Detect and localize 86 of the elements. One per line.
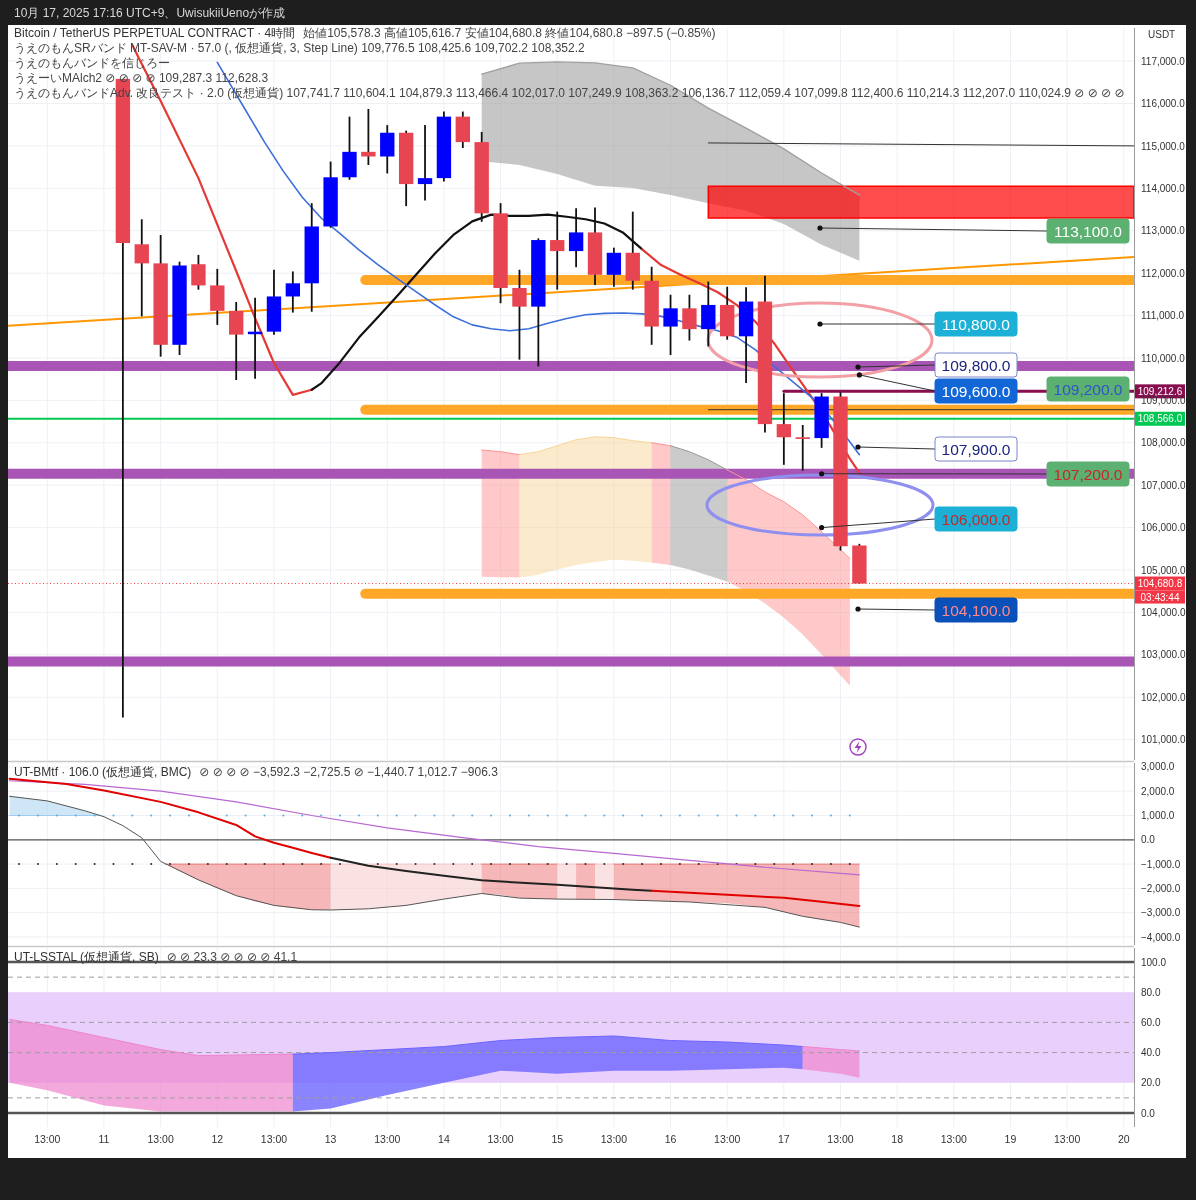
y-tick-label: 100.0 — [1141, 956, 1167, 968]
y-tick-label: 114,000.0 — [1141, 182, 1186, 194]
y-tick-label: 0.0 — [1141, 1107, 1156, 1119]
annotation: 107,900.0 — [941, 440, 1011, 458]
y-tick-label: 101,000.0 — [1141, 734, 1186, 746]
y-tick-label: 0.0 — [1141, 834, 1156, 846]
x-tick-label: 15 — [551, 1133, 564, 1145]
y-tick-label: −2,000.0 — [1141, 882, 1181, 894]
x-tick-label: 11 — [98, 1133, 110, 1145]
chart-title: UT-LSSTAL (仮想通貨, SB) — [14, 950, 159, 964]
y-tick-label: 3,000.0 — [1141, 761, 1175, 773]
line-series — [670, 445, 728, 471]
line-series — [292, 1035, 804, 1055]
y-tick-label: 117,000.0 — [1141, 55, 1186, 67]
y-tick-label: 105,000.0 — [1141, 564, 1186, 576]
line-series — [518, 436, 653, 456]
y-tick-label: 40.0 — [1141, 1047, 1161, 1059]
text: 10月 17, 2025 17:16 UTC+9、UwisukiiUenoが作成 — [14, 6, 286, 20]
y-tick-label: −1,000.0 — [1141, 858, 1181, 870]
x-tick-label: 16 — [664, 1133, 677, 1145]
price-note: 107,900.0 — [855, 436, 1018, 462]
line-series — [329, 856, 653, 892]
line-series — [8, 780, 860, 876]
y-tick-label: 116,000.0 — [1141, 98, 1186, 110]
line-series — [310, 213, 644, 391]
price-note: 109,800.0 — [855, 352, 1018, 378]
x-tick-label: 13:00 — [1053, 1133, 1081, 1145]
y-tick-label: 113,000.0 — [1141, 225, 1186, 237]
x-tick-label: 13:00 — [34, 1133, 61, 1145]
price-note: 109,200.0 — [1046, 376, 1130, 402]
annotation: 107,200.0 — [1053, 465, 1123, 483]
annotation: 110,800.0 — [942, 315, 1011, 333]
line-series — [650, 889, 861, 908]
x-tick-label: 13:00 — [827, 1133, 854, 1145]
y-tick-label: 107,000.0 — [1141, 479, 1186, 491]
y-tick-label: 115,000.0 — [1141, 140, 1186, 152]
y-tick-label: 60.0 — [1141, 1017, 1161, 1029]
y-tick-label: 80.0 — [1141, 986, 1161, 998]
x-tick-label: 12 — [211, 1133, 224, 1145]
annotation: 113,100.0 — [1054, 222, 1123, 240]
x-tick-label: 13:00 — [374, 1133, 401, 1145]
y-tick-label: 112,000.0 — [1141, 267, 1186, 279]
chart-title: UT-BMtf · 106.0 (仮想通貨, BMC) — [14, 765, 192, 779]
x-tick-label: 13:00 — [600, 1133, 628, 1145]
y-tick-label: 110,000.0 — [1141, 352, 1186, 364]
annotation: 109,200.0 — [1053, 380, 1123, 398]
x-tick-label: 13 — [324, 1133, 337, 1145]
price-note: 106,000.0 — [819, 506, 1018, 532]
x-tick-label: 13:00 — [940, 1133, 968, 1145]
annotation: 104,100.0 — [941, 601, 1011, 619]
y-tick-label: 106,000.0 — [1141, 522, 1186, 534]
x-tick-label: 19 — [1004, 1133, 1017, 1145]
x-tick-label: 13:00 — [260, 1133, 288, 1145]
x-tick-label: 14 — [438, 1133, 450, 1145]
x-tick-label: 13:00 — [487, 1133, 514, 1145]
line-series — [726, 469, 851, 560]
annotation: 106,000.0 — [941, 510, 1011, 528]
y-tick-label: 103,000.0 — [1141, 649, 1186, 661]
y-axis-title: USDT — [1148, 29, 1176, 40]
y-tick-label: 111,000.0 — [1141, 310, 1185, 322]
line-series — [8, 777, 332, 859]
annotation: ⊘ ⊘ ⊘ ⊘ −3,592.3 −2,725.5 ⊘ −1,440.7 1,012.7 −906.3 — [199, 765, 499, 779]
y-tick-label: 104,000.0 — [1141, 607, 1186, 619]
price-note: 109,600.0 — [856, 372, 1018, 404]
y-tick-label: 2,000.0 — [1141, 785, 1175, 797]
x-tick-label: 13:00 — [714, 1133, 741, 1145]
x-tick-label: 13:00 — [147, 1133, 174, 1145]
price-note: 107,200.0 — [819, 461, 1130, 487]
y-tick-label: 1,000.0 — [1141, 810, 1175, 822]
y-tick-label: −3,000.0 — [1141, 907, 1181, 919]
y-tick-label: 20.0 — [1141, 1077, 1161, 1089]
line-series — [9, 1018, 294, 1057]
annotation: 109,600.0 — [941, 382, 1011, 400]
price-note: 104,100.0 — [855, 597, 1018, 623]
annotation: 109,800.0 — [941, 356, 1011, 374]
x-tick-label: 18 — [891, 1133, 904, 1145]
y-tick-label: 102,000.0 — [1141, 691, 1186, 703]
x-tick-label: 17 — [778, 1133, 790, 1145]
x-tick-label: 20 — [1117, 1133, 1130, 1145]
price-note: 110,800.0 — [817, 311, 1018, 337]
annotation: 始値105,578.3 高値105,616.7 安値104,680.8 終値104,680.8 −897.5 (−0.85%) — [303, 26, 716, 40]
y-tick-label: 108,000.0 — [1141, 437, 1186, 449]
annotation: ⊘ ⊘ 23.3 ⊘ ⊘ ⊘ ⊘ 41.1 — [166, 950, 298, 964]
y-tick-label: −4,000.0 — [1141, 931, 1181, 943]
chart-title: Bitcoin / TetherUS PERPETUAL CONTRACT · 4時間 — [14, 26, 296, 40]
price-note: 113,100.0 — [817, 218, 1130, 244]
